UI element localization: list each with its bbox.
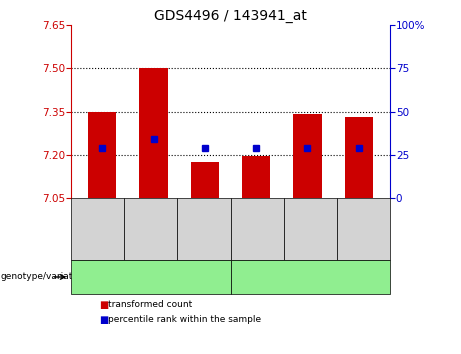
Text: percentile rank within the sample: percentile rank within the sample: [108, 315, 261, 324]
Text: transformed count: transformed count: [108, 300, 193, 309]
Text: GSM856796: GSM856796: [306, 204, 314, 255]
Text: GSM856797: GSM856797: [359, 204, 367, 255]
Text: GSM856795: GSM856795: [253, 204, 261, 255]
Text: ■: ■: [99, 300, 108, 310]
Bar: [242, 156, 270, 198]
Text: EGFR dominant negative
transgene: EGFR dominant negative transgene: [95, 267, 207, 287]
Text: ■: ■: [99, 315, 108, 325]
Bar: [293, 114, 322, 198]
Text: GSM856793: GSM856793: [147, 204, 155, 255]
Text: GSM856794: GSM856794: [200, 204, 208, 255]
Text: EGFR activated transgene: EGFR activated transgene: [251, 273, 369, 281]
Bar: [88, 112, 116, 198]
Bar: [191, 162, 219, 198]
Text: genotype/variation: genotype/variation: [1, 272, 87, 281]
Bar: [345, 117, 373, 198]
Text: GSM856792: GSM856792: [94, 204, 102, 255]
Text: GDS4496 / 143941_at: GDS4496 / 143941_at: [154, 9, 307, 23]
Bar: [139, 68, 168, 198]
